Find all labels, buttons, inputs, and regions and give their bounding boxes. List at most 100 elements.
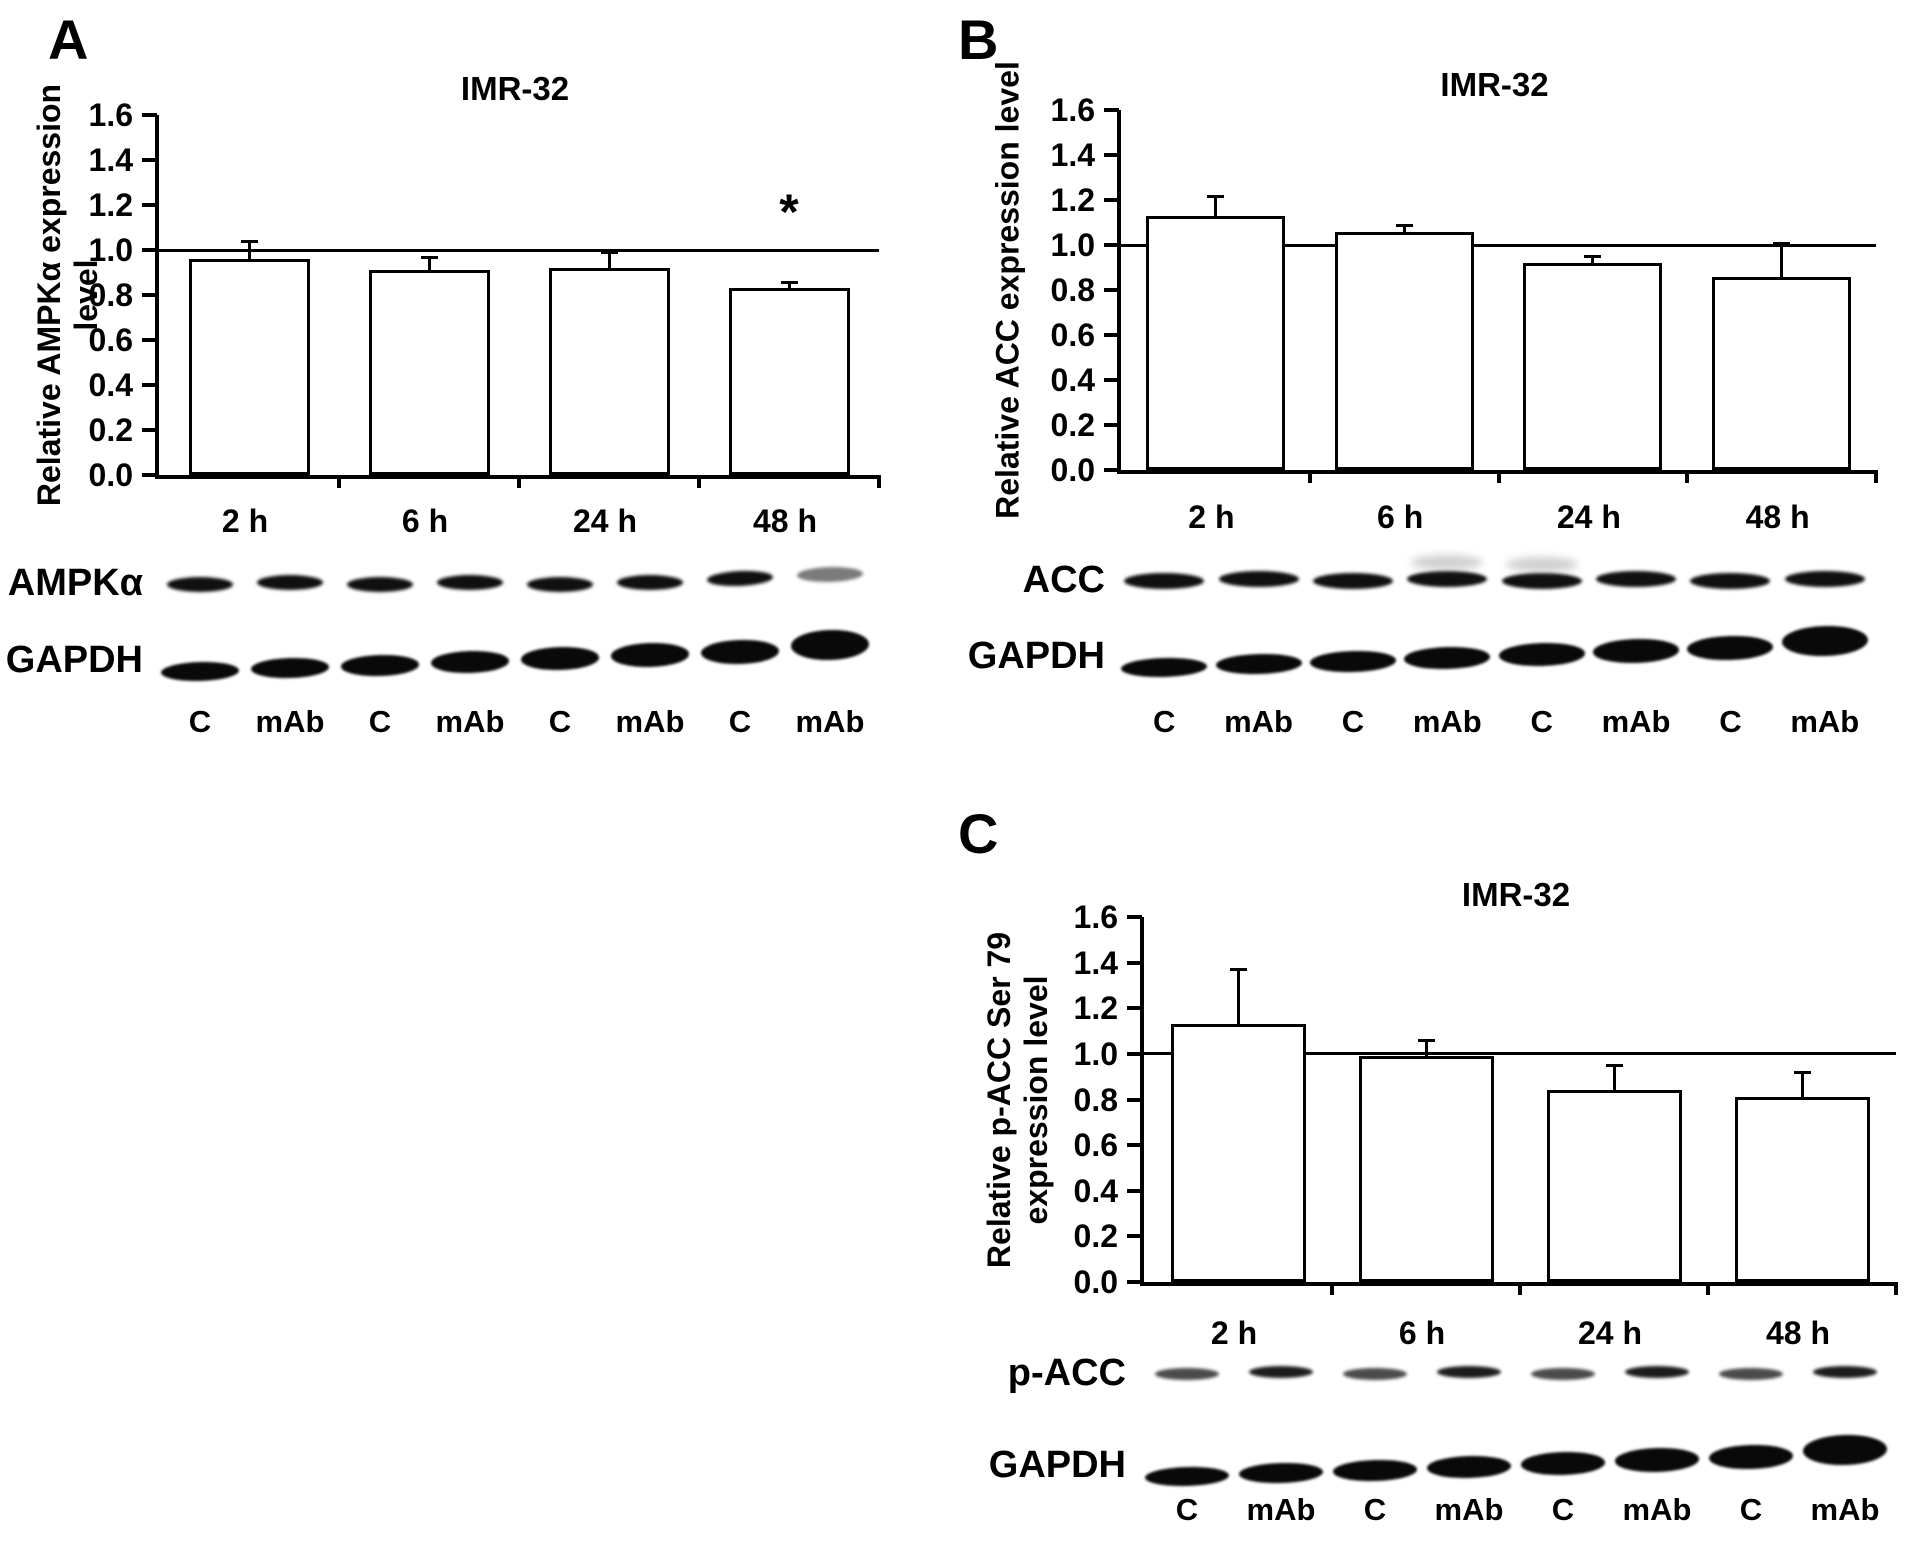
blot-band [520,645,600,671]
bar-2h [188,259,310,475]
y-axis-tick [142,473,157,477]
y-axis-tick-label: 0.4 [1073,1172,1118,1209]
y-axis-tick-label: 0.2 [1050,407,1095,443]
y-axis-tick [1104,378,1119,382]
y-axis-tick [1127,1097,1142,1102]
error-bar-stem [787,281,791,289]
y-axis-tick-label: 1.4 [88,142,133,178]
significance-star: * [779,184,799,240]
error-bar-stem [607,252,611,268]
y-axis-tick-label: 1.2 [1073,990,1118,1027]
reference-line-1 [1121,243,1876,247]
y-axis-tick [1104,243,1119,247]
blot-band [1332,1458,1418,1482]
x-axis-label: 6 h [1398,1315,1446,1351]
y-axis-tick [1127,1143,1142,1148]
blot-band [1437,1366,1501,1378]
blot-row-label: p-ACC [1007,1352,1126,1394]
blot-band [1426,1454,1512,1479]
y-axis-tick [142,383,157,387]
blot-band [1813,1366,1877,1378]
y-axis-tick-label: 1.0 [1073,1035,1118,1072]
blot-band [1708,1443,1794,1471]
reference-line-1 [1144,1052,1896,1056]
y-axis-tick [142,113,157,117]
bar-48h [1712,276,1852,470]
blot-band [527,576,593,592]
error-bar-cap [1793,1071,1811,1075]
blot-band [1249,1366,1313,1378]
error-bar-stem [1213,195,1217,216]
y-axis-tick [1104,198,1119,202]
panel-c-letter: C [958,802,999,865]
error-bar-stem [1591,256,1595,263]
y-axis-tick-label: 0.4 [1050,362,1095,398]
x-axis-tick [1496,470,1501,483]
x-axis-tick [1874,470,1878,483]
blot-band [1719,1368,1783,1380]
blot-band [1120,656,1208,679]
y-axis-tick [142,293,157,297]
x-axis-label: 2 h [1188,499,1235,535]
error-bar-cap [1395,223,1413,227]
x-axis-tick [1706,1282,1710,1295]
y-axis-label-line: Relative p-ACC Ser 79 [981,931,1017,1269]
panel-c-bar-chart: 0.0 0.2 0.4 0.6 0.8 1.0 1.2 1.4 1.6 [1074,900,1898,1299]
error-bar-stem [1236,969,1240,1025]
y-axis-tick [1127,1006,1142,1011]
error-bar-stem [1612,1065,1616,1091]
bar-48h [1734,1097,1870,1282]
blot-band [1596,571,1677,587]
lane-label: C [1551,1492,1575,1527]
error-bar-cap [1229,968,1247,972]
blot-band [706,569,774,587]
bar-6h [1358,1056,1494,1282]
lane-label: C [1341,704,1365,739]
error-bar-cap [1773,241,1791,245]
y-axis-tick-label: 1.2 [1050,182,1095,218]
y-axis-tick-label: 0.0 [1073,1264,1118,1300]
x-axis-label: 24 h [1556,499,1621,535]
x-axis-label: 6 h [1377,499,1424,535]
blot-band [610,642,690,668]
blot-band [1238,1462,1324,1485]
y-axis-tick [1104,468,1119,472]
error-bar-cap [1417,1039,1435,1043]
error-bar-stem [1800,1072,1804,1098]
lane-label: C [728,704,752,739]
y-axis-tick [1127,1234,1142,1239]
lane-label: mAb [615,704,685,739]
lane-label: C [548,704,572,739]
bar-24h [548,268,670,475]
panel-b-chart-title: IMR-32 [1440,66,1549,103]
blot-band [257,574,323,590]
blot-band [1784,571,1865,587]
lane-label: mAb [1246,1492,1316,1527]
y-axis-tick [1127,1280,1142,1284]
blot-band [1215,653,1302,676]
blot-band [1592,638,1680,664]
panel-a-bar-chart: 0.0 0.2 0.4 0.6 0.8 1.0 1.2 1.4 1.6 * [89,98,881,492]
blot-band [790,629,870,662]
y-axis-tick [1104,108,1119,112]
blot-band [1501,573,1582,589]
x-axis-tick [337,475,341,488]
blot-band [167,576,233,592]
y-axis-tick-label: 0.6 [1073,1127,1118,1164]
y-axis-tick [1127,1188,1142,1193]
blot-band [160,660,240,683]
blot-band [1155,1368,1219,1380]
y-axis-label-line: Relative ACC expression level [989,61,1026,519]
blot-band [1124,573,1205,589]
y-axis-tick-label: 0.8 [88,277,133,313]
y-axis-tick [1104,333,1119,337]
bar-2h [1145,215,1285,470]
blot-band [1343,1368,1407,1380]
bar-2h [1170,1024,1306,1282]
panel-a-chart-title: IMR-32 [460,70,570,107]
y-axis-tick-label: 0.0 [1050,452,1095,488]
blot-band [430,649,510,674]
x-axis-label: 48 h [752,503,818,539]
y-axis-tick-label: 0.0 [88,457,133,493]
error-bar-cap [1605,1064,1623,1068]
